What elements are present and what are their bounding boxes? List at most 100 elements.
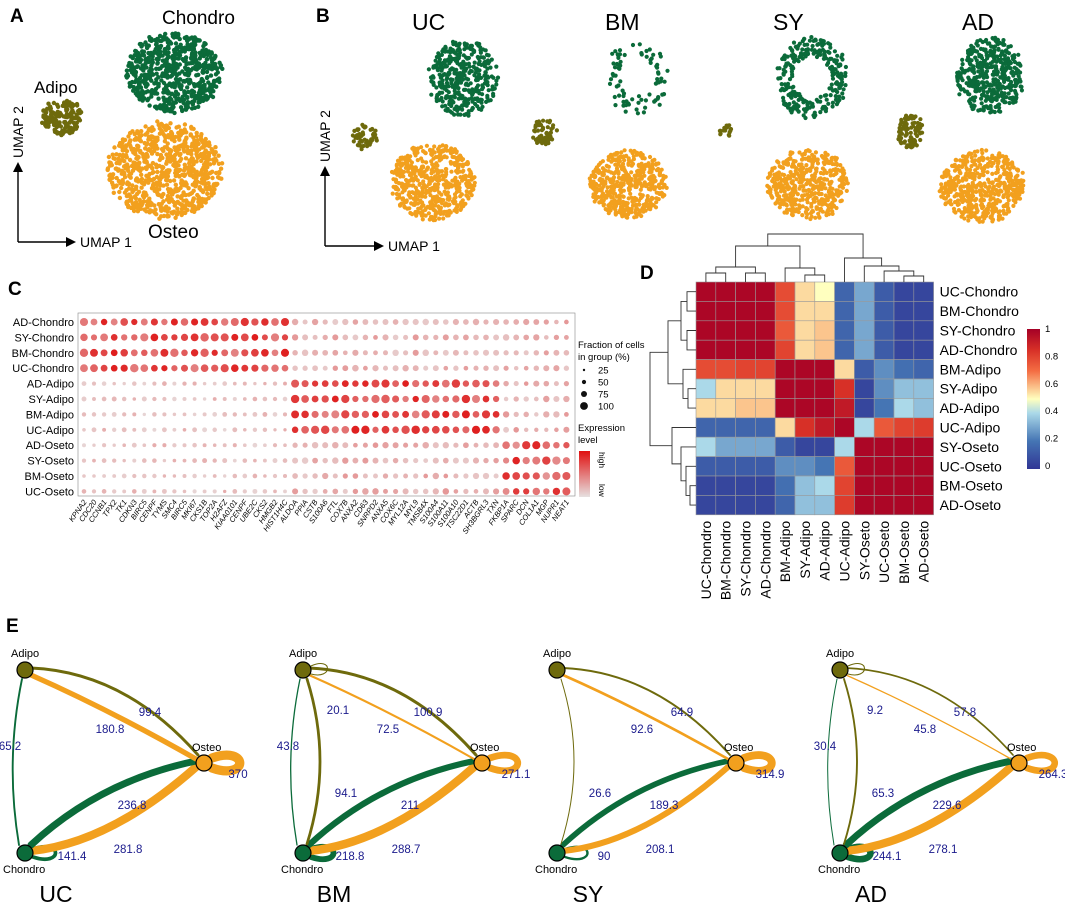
umap-cell-point — [171, 199, 176, 205]
umap-cell-point — [70, 103, 76, 108]
umap-cell-point — [435, 210, 440, 215]
umap-cell-point — [776, 196, 782, 201]
umap-cell-point — [187, 68, 193, 73]
umap-cell-point — [1017, 196, 1023, 201]
umap-cell-point — [992, 50, 997, 55]
umap-cell-point — [805, 192, 810, 197]
umap-cell-point — [167, 81, 172, 86]
umap-cell-point — [402, 205, 407, 210]
umap-cell-point — [724, 123, 729, 128]
umap-cell-point — [455, 203, 460, 208]
umap-cell-point — [218, 166, 224, 171]
umap-cell-point — [448, 55, 453, 60]
umap-cell-point — [1001, 193, 1006, 198]
umap-cell-point — [971, 171, 977, 177]
umap-cell-point — [208, 170, 213, 175]
umap-cell-point — [826, 212, 832, 217]
umap-cell-point — [173, 89, 179, 95]
umap-cell-point — [142, 78, 148, 83]
umap-cell-point — [217, 60, 222, 65]
umap-cell-point — [161, 183, 166, 188]
umap-cell-point — [833, 158, 838, 163]
umap-cell-point — [975, 39, 980, 44]
umap-cell-point — [981, 47, 986, 52]
umap-cell-point — [424, 188, 429, 193]
umap-cell-point — [1002, 53, 1008, 58]
umap-cell-point — [185, 166, 190, 171]
umap-cell-point — [131, 160, 136, 165]
umap-cell-point — [643, 105, 648, 110]
umap-cell-point — [170, 56, 175, 61]
umap-cell-point — [350, 133, 355, 138]
umap-cell-point — [537, 120, 542, 125]
umap-cell-point — [989, 94, 994, 99]
umap-cell-point — [1006, 198, 1011, 203]
umap-cell-point — [598, 176, 603, 181]
umap-cell-point — [996, 47, 1001, 52]
umap-cell-point — [428, 188, 433, 193]
umap-cell-point — [491, 86, 496, 91]
umap-cell-point — [62, 114, 68, 120]
umap-cell-point — [171, 35, 177, 40]
umap-cell-point — [140, 201, 145, 206]
umap-cell-point — [1012, 198, 1017, 203]
umap-cell-point — [210, 94, 216, 100]
umap-cell-point — [181, 143, 186, 148]
umap-cell-point — [198, 89, 203, 95]
umap-cell-point — [996, 84, 1002, 89]
umap-cell-point — [454, 79, 459, 84]
umap-cell-point — [841, 95, 846, 100]
umap-cell-point — [391, 170, 396, 175]
umap-cell-point — [455, 48, 460, 53]
umap-cell-point — [621, 91, 627, 96]
umap-cell-point — [820, 209, 825, 214]
umap-cell-point — [607, 193, 613, 198]
umap-cell-point — [157, 216, 162, 221]
umap-cell-point — [178, 185, 183, 191]
umap-cell-point — [766, 185, 772, 190]
umap-cell-point — [161, 148, 166, 154]
umap-cell-point — [772, 180, 777, 185]
umap-cell-point — [1019, 182, 1024, 187]
umap-cell-point — [817, 199, 823, 204]
umap-cell-point — [143, 190, 148, 195]
umap-cell-point — [782, 172, 787, 178]
umap-cell-point — [1002, 85, 1008, 91]
umap2-arrowhead — [13, 162, 23, 172]
umap-cell-point — [173, 160, 178, 165]
umap-cell-point — [950, 163, 955, 168]
umap-cell-point — [647, 47, 652, 52]
umap-cell-point — [155, 169, 160, 175]
umap-b-adipo-cluster-3 — [896, 113, 925, 150]
umap-cell-point — [995, 54, 1000, 59]
umap-cell-point — [166, 91, 171, 96]
umap-cell-point — [623, 109, 628, 114]
umap-cell-point — [997, 102, 1002, 107]
umap-cell-point — [185, 85, 190, 90]
umap-cell-point — [55, 130, 60, 135]
umap-cell-point — [189, 94, 195, 99]
umap-cell-point — [483, 77, 488, 82]
umap-cell-point — [124, 155, 129, 160]
umap-cell-point — [174, 61, 179, 67]
umap-cell-point — [157, 33, 163, 39]
umap-a-adipo-cluster — [40, 98, 84, 138]
umap-cell-point — [983, 212, 988, 218]
umap-cell-point — [439, 201, 444, 206]
umap-cell-point — [133, 71, 138, 77]
umap-b-chondro-cluster-3 — [955, 35, 1024, 115]
umap-cell-point — [611, 171, 616, 176]
umap-cell-point — [815, 50, 820, 55]
umap-cell-point — [833, 67, 838, 72]
umap-cell-point — [979, 172, 984, 177]
umap-cell-point — [457, 41, 462, 46]
umap-cell-point — [590, 182, 595, 187]
umap-cell-point — [432, 144, 437, 149]
umap-cell-point — [149, 164, 154, 170]
umap-cell-point — [634, 172, 640, 177]
umap-cell-point — [483, 48, 488, 53]
dot-plot-row-label: BM-Adipo — [26, 409, 74, 421]
umap-cell-point — [617, 176, 622, 181]
umap-cell-point — [954, 192, 959, 197]
umap-cell-point — [995, 72, 1000, 77]
